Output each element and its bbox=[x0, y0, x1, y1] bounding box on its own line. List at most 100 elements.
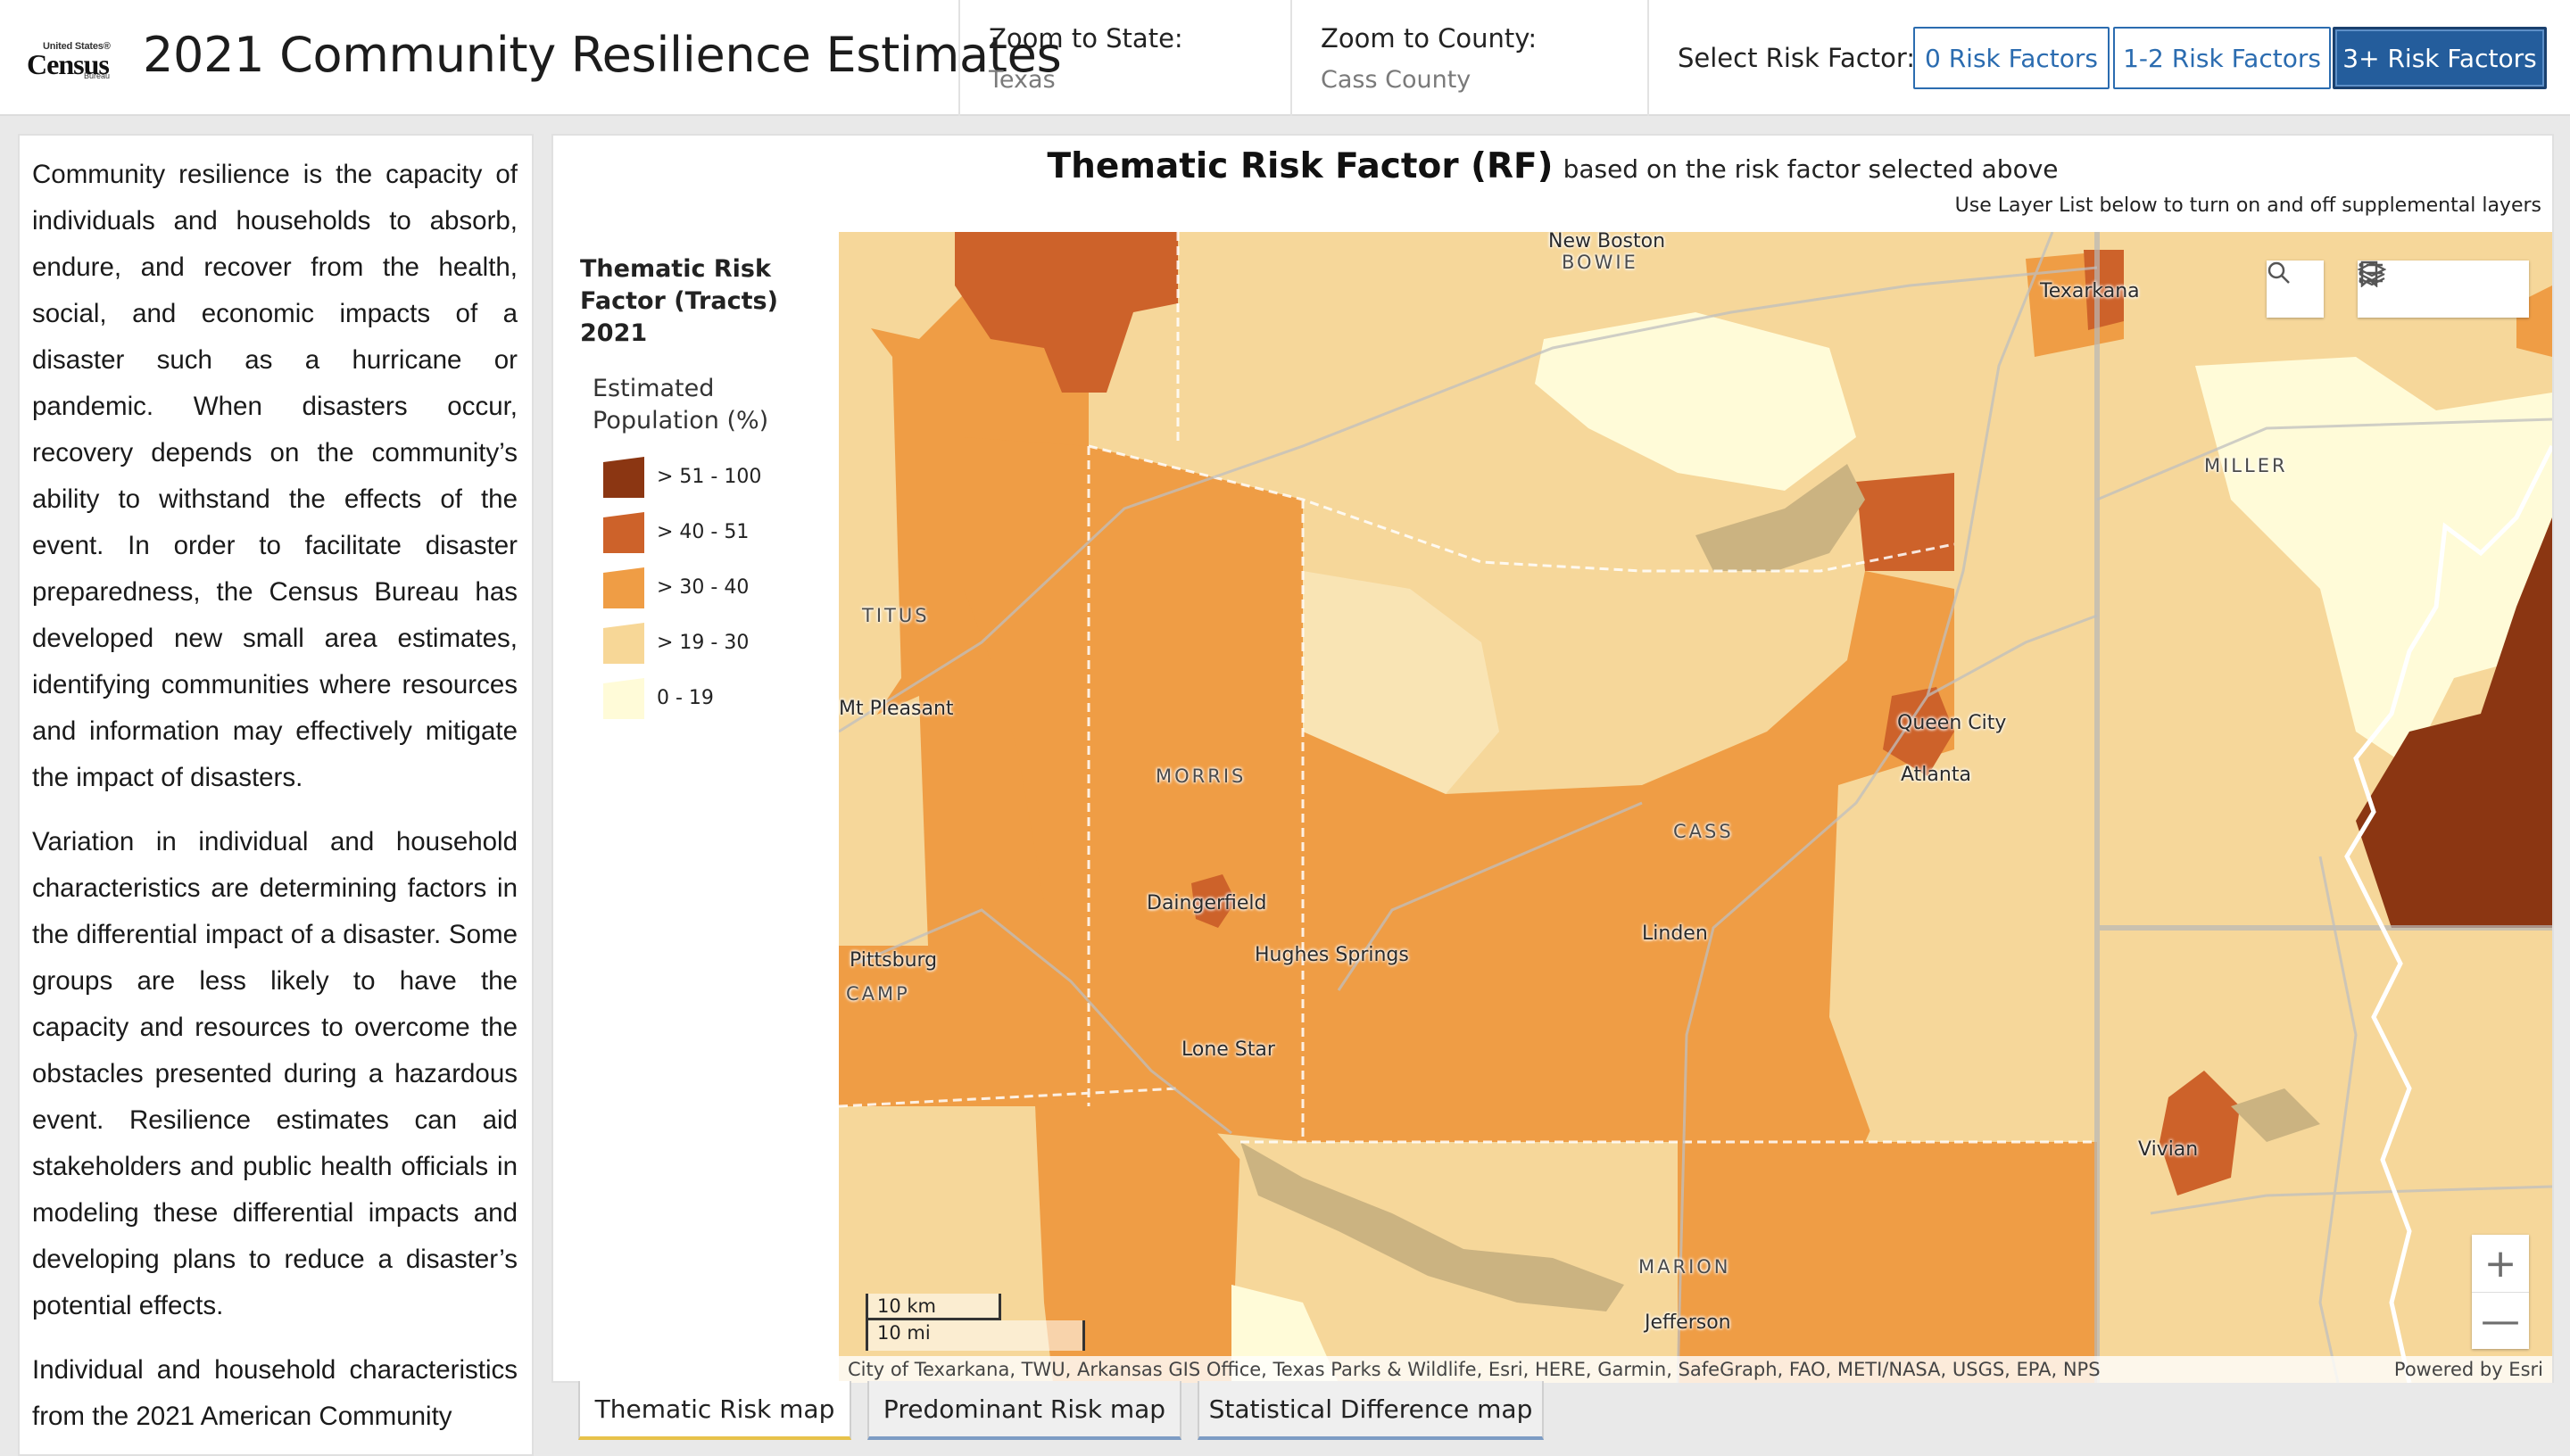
description-paragraph: Individual and household characteristics… bbox=[32, 1355, 518, 1431]
map-label-atlanta: Atlanta bbox=[1901, 764, 1971, 786]
map-label-pittsburg: Pittsburg bbox=[850, 949, 938, 972]
attribution-text: City of Texarkana, TWU, Arkansas GIS Off… bbox=[848, 1359, 2101, 1380]
legend-list-button[interactable] bbox=[2359, 261, 2472, 318]
lake-wright-patman bbox=[1695, 464, 1865, 571]
tract-atlanta bbox=[1883, 687, 1954, 776]
layer-list-note: Use Layer List below to turn on and off … bbox=[1954, 194, 2541, 217]
tract-cass-east-light bbox=[1829, 749, 1954, 1142]
lake-caddo bbox=[1240, 1142, 1624, 1311]
census-logo[interactable]: United States® Census Bureau bbox=[27, 39, 114, 80]
layers-icon bbox=[2358, 261, 2386, 286]
map-label-miller: MILLER bbox=[2204, 455, 2288, 476]
map-attribution: City of Texarkana, TWU, Arkansas GIS Off… bbox=[839, 1356, 2552, 1383]
legend-swatch bbox=[603, 457, 644, 498]
map-tabs: Thematic Risk map Predominant Risk map S… bbox=[578, 1381, 1560, 1440]
powered-by-esri[interactable]: Powered by Esri bbox=[2393, 1359, 2543, 1380]
tract-miller-pale bbox=[2195, 357, 2552, 767]
map-label-texarkana: Texarkana bbox=[2040, 280, 2140, 302]
legend-item: 0 - 19 bbox=[603, 674, 839, 730]
zoom-state-value: Texas bbox=[989, 66, 1056, 94]
map-label-daingerfield: Daingerfield bbox=[1147, 892, 1267, 914]
tab-statistical-difference[interactable]: Statistical Difference map bbox=[1198, 1381, 1544, 1440]
scale-bar: 10 km 10 mi bbox=[866, 1294, 1089, 1353]
tract-south-west-orange bbox=[1035, 1088, 1240, 1383]
map-panel: Thematic Risk Factor (RF) based on the r… bbox=[551, 134, 2554, 1383]
map-label-queen-city: Queen City bbox=[1897, 712, 2007, 734]
tract-bowie-dark bbox=[955, 232, 1178, 393]
zoom-to-county-dropdown[interactable]: Zoom to County: Cass County bbox=[1321, 23, 1537, 94]
lake-east bbox=[2231, 1088, 2320, 1142]
tract-vivian bbox=[2160, 1071, 2240, 1195]
logo-line-1: United States® bbox=[43, 41, 111, 52]
tract-marion-east bbox=[1678, 1142, 2097, 1383]
legend-item: > 19 - 30 bbox=[603, 619, 839, 674]
tract-nw-light bbox=[839, 696, 928, 946]
tract-miller-dark bbox=[2356, 517, 2552, 928]
map-label-vivian: Vivian bbox=[2138, 1138, 2199, 1161]
choropleth-map[interactable] bbox=[839, 232, 2552, 1383]
legend-swatch bbox=[603, 623, 644, 664]
map-title-strong: Thematic Risk Factor (RF) bbox=[1047, 146, 1554, 186]
zoom-county-label: Zoom to County: bbox=[1321, 23, 1538, 54]
legend-item-label: > 51 - 100 bbox=[657, 466, 762, 488]
legend-item: > 40 - 51 bbox=[603, 509, 839, 564]
zoom-control: + — bbox=[2472, 1235, 2529, 1349]
zoom-in-button[interactable]: + bbox=[2483, 1240, 2517, 1286]
scale-mi: 10 mi bbox=[866, 1320, 1085, 1351]
tract-morris-west bbox=[964, 437, 1089, 901]
map-label-titus: TITUS bbox=[862, 605, 930, 626]
map-label-new-boston: New Boston bbox=[1548, 232, 1666, 252]
map-search-button[interactable] bbox=[2267, 261, 2324, 318]
tract-ne-cass bbox=[1856, 473, 1954, 571]
map-label-morris: MORRIS bbox=[1156, 765, 1247, 787]
tract-pale-north bbox=[1535, 312, 1856, 491]
description-paragraph: Variation in individual and household ch… bbox=[32, 827, 518, 1320]
map-label-mt-pleasant: Mt Pleasant bbox=[839, 698, 954, 720]
map-view[interactable]: New Boston BOWIE Texarkana MILLER TITUS … bbox=[839, 232, 2552, 1383]
legend-item: > 51 - 100 bbox=[603, 453, 839, 509]
map-tool-group bbox=[2358, 261, 2529, 318]
tract-texarkana-dark bbox=[2084, 250, 2124, 330]
map-label-camp: CAMP bbox=[846, 983, 910, 1005]
scale-km: 10 km bbox=[866, 1294, 1001, 1320]
tract-daingerfield bbox=[1191, 874, 1236, 928]
legend-title: Thematic Risk Factor (Tracts) 2021 bbox=[580, 255, 778, 347]
tract-titus-west bbox=[839, 285, 901, 732]
zoom-state-label: Zoom to State: bbox=[989, 23, 1183, 54]
risk-3plus-button[interactable]: 3+ Risk Factors bbox=[2333, 27, 2547, 89]
legend-item: > 30 - 40 bbox=[603, 564, 839, 619]
tract-cass-main bbox=[1303, 571, 1954, 1142]
map-title-sub: based on the risk factor selected above bbox=[1563, 154, 2059, 184]
zoom-county-value: Cass County bbox=[1321, 66, 1472, 94]
legend-item-label: 0 - 19 bbox=[657, 687, 714, 709]
map-title: Thematic Risk Factor (RF) based on the r… bbox=[553, 146, 2552, 186]
map-label-cass: CASS bbox=[1673, 821, 1734, 842]
app-header: United States® Census Bureau 2021 Commun… bbox=[0, 0, 2570, 116]
tract-morris bbox=[1089, 446, 1303, 1142]
header-divider bbox=[958, 0, 960, 116]
tab-predominant-risk[interactable]: Predominant Risk map bbox=[867, 1381, 1181, 1440]
legend-item-label: > 19 - 30 bbox=[657, 632, 750, 654]
app-title: 2021 Community Resilience Estimates bbox=[143, 27, 1062, 83]
tab-thematic-risk[interactable]: Thematic Risk map bbox=[578, 1381, 851, 1440]
zoom-out-button[interactable]: — bbox=[2472, 1292, 2529, 1349]
map-label-jefferson: Jefferson bbox=[1645, 1311, 1731, 1334]
zoom-to-state-dropdown[interactable]: Zoom to State: Texas bbox=[989, 23, 1183, 94]
risk-1-2-button[interactable]: 1-2 Risk Factors bbox=[2113, 27, 2331, 89]
risk-factor-label: Select Risk Factor: bbox=[1678, 43, 1916, 73]
risk-0-button[interactable]: 0 Risk Factors bbox=[1913, 27, 2110, 89]
layer-list-button[interactable] bbox=[2358, 261, 2529, 318]
roads bbox=[839, 232, 2552, 1383]
logo-line-2: Census bbox=[27, 48, 110, 80]
legend-swatch bbox=[603, 512, 644, 553]
legend-item-label: > 30 - 40 bbox=[657, 576, 750, 599]
description-paragraph: Community resilience is the capacity of … bbox=[32, 160, 518, 792]
legend-subtitle: Estimated Population (%) bbox=[593, 375, 769, 434]
tract-titus-nw bbox=[839, 232, 973, 339]
search-icon bbox=[2267, 261, 2290, 284]
header-divider bbox=[1647, 0, 1649, 116]
map-legend: Thematic Risk Factor (Tracts) 2021 Estim… bbox=[580, 253, 839, 730]
description-panel[interactable]: Community resilience is the capacity of … bbox=[18, 134, 534, 1456]
header-divider bbox=[1290, 0, 1292, 116]
legend-swatch bbox=[603, 567, 644, 608]
